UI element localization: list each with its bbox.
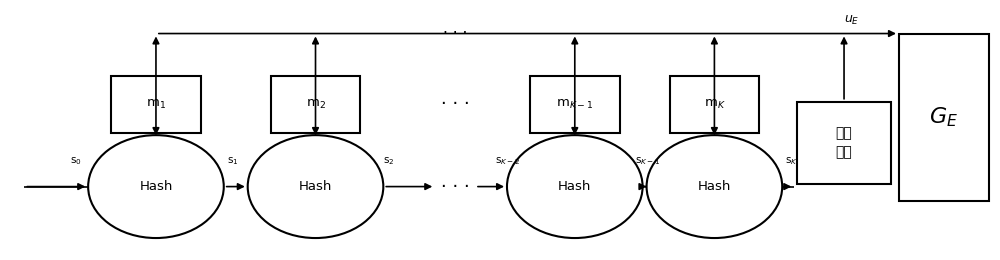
- Bar: [111, 76, 201, 133]
- Bar: [271, 76, 360, 133]
- Text: m$_{K-1}$: m$_{K-1}$: [556, 98, 594, 111]
- Ellipse shape: [507, 135, 643, 238]
- Ellipse shape: [647, 135, 782, 238]
- Text: s$_K$: s$_K$: [785, 155, 798, 167]
- Ellipse shape: [248, 135, 383, 238]
- Text: s$_0$: s$_0$: [70, 155, 82, 167]
- Text: s$_{K-1}$: s$_{K-1}$: [635, 155, 660, 167]
- Text: Hash: Hash: [139, 180, 173, 193]
- Bar: [530, 76, 620, 133]
- Text: s$_2$: s$_2$: [383, 155, 394, 167]
- Text: m$_1$: m$_1$: [146, 98, 166, 111]
- Text: · · ·: · · ·: [441, 95, 470, 113]
- Text: 冻结
比特: 冻结 比特: [836, 127, 852, 159]
- Bar: [670, 76, 759, 133]
- Text: m$_K$: m$_K$: [704, 98, 725, 111]
- Text: · · ·: · · ·: [443, 26, 467, 41]
- Text: · · ·: · · ·: [441, 178, 470, 196]
- Bar: [797, 102, 891, 184]
- Text: m$_2$: m$_2$: [306, 98, 325, 111]
- Ellipse shape: [88, 135, 224, 238]
- Text: s$_{K-2}$: s$_{K-2}$: [495, 155, 520, 167]
- Text: s$_1$: s$_1$: [227, 155, 238, 167]
- Text: Hash: Hash: [698, 180, 731, 193]
- Text: $u_E$: $u_E$: [844, 14, 860, 27]
- Text: Hash: Hash: [299, 180, 332, 193]
- Bar: [899, 34, 989, 201]
- Text: Hash: Hash: [558, 180, 591, 193]
- Text: $G_E$: $G_E$: [929, 105, 958, 129]
